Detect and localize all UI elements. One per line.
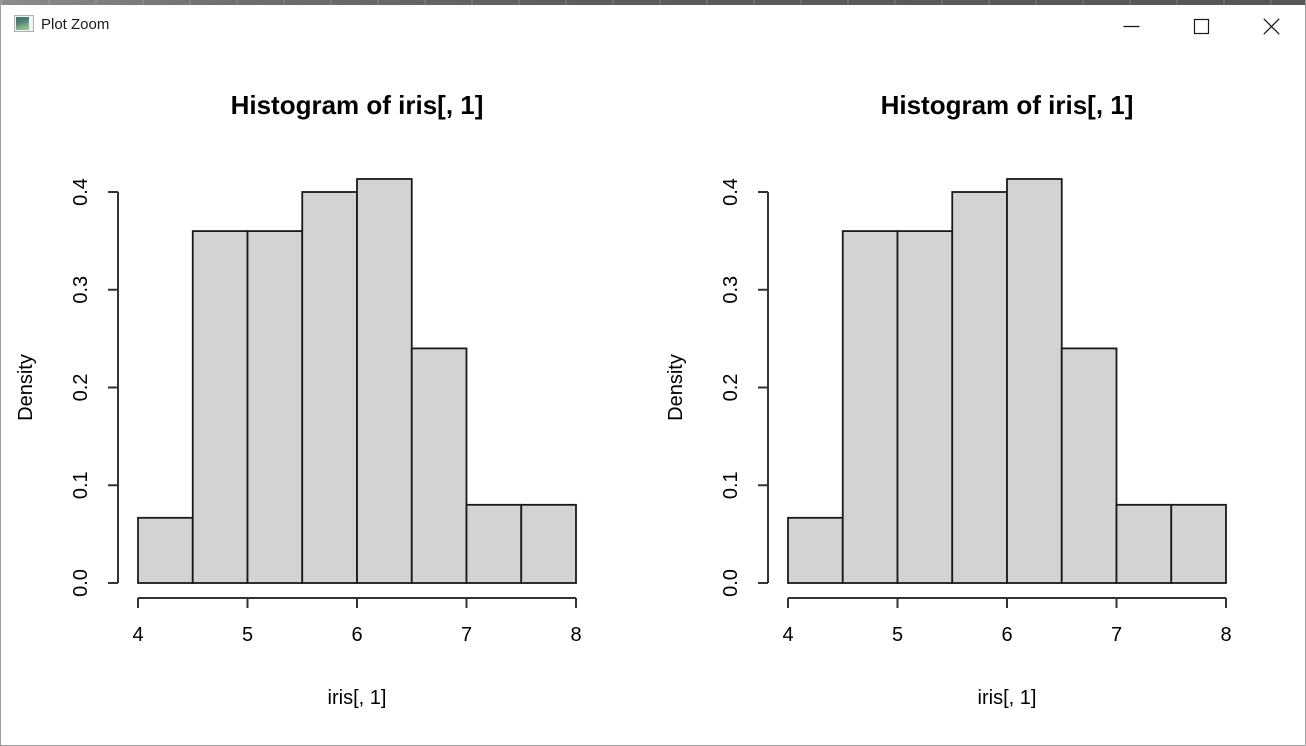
x-tick-label: 8 [1220, 624, 1231, 646]
x-axis-label: iris[, 1] [328, 687, 387, 709]
chart-title: Histogram of iris[, 1] [881, 90, 1134, 120]
y-tick-label: 0.2 [70, 374, 92, 402]
x-tick-label: 6 [1001, 624, 1012, 646]
y-tick-label: 0.0 [720, 569, 742, 597]
maximize-icon [1193, 18, 1209, 34]
histogram-bar [1060, 347, 1118, 584]
y-tick-label: 0.3 [70, 276, 92, 304]
maximize-button[interactable] [1166, 5, 1236, 47]
x-tick-label: 6 [351, 624, 362, 646]
x-tick-label: 5 [892, 624, 903, 646]
plot-thumbnail-icon [14, 15, 34, 32]
x-tick-label: 7 [1111, 624, 1122, 646]
chart-title: Histogram of iris[, 1] [231, 90, 484, 120]
histogram-bar [410, 347, 468, 584]
close-button[interactable] [1236, 5, 1305, 47]
titlebar[interactable]: Plot Zoom [1, 5, 1305, 47]
top-edge-strip [1, 0, 1305, 5]
histogram-bar [1170, 503, 1227, 584]
window-controls [1096, 5, 1305, 47]
histogram-bar [301, 191, 358, 584]
histogram-bar [356, 178, 413, 584]
x-tick-label: 5 [242, 624, 253, 646]
histogram-bar [465, 503, 523, 584]
histogram-left: 4 5 6 7 8 0.0 0.1 0.2 0.3 0.4 Histogram of iris[, … [15, 90, 582, 709]
histogram-panel-left: 4 5 6 7 8 0.0 0.1 0.2 0.3 0.4 Histogram of iris[, … [1, 0, 657, 745]
x-axis-label: iris[, 1] [978, 687, 1037, 709]
close-icon [1262, 17, 1280, 35]
y-tick-label: 0.1 [720, 471, 742, 499]
plot-thumbnail-image [16, 17, 29, 30]
x-tick-label: 4 [782, 624, 793, 646]
histogram-right: 4 5 6 7 8 0.0 0.1 0.2 0.3 0.4 Histogram of iris[, … [665, 90, 1232, 709]
y-axis-label: Density [665, 354, 687, 421]
x-tick-label: 4 [132, 624, 143, 646]
y-tick-label: 0.4 [720, 178, 742, 206]
y-tick-label: 0.3 [720, 276, 742, 304]
histogram-bar [896, 230, 954, 584]
histogram-bar [191, 230, 249, 584]
y-tick-label: 0.4 [70, 178, 92, 206]
histogram-bar [1006, 178, 1063, 584]
y-tick-label: 0.1 [70, 471, 92, 499]
histogram-bar [951, 191, 1008, 584]
x-tick-label: 7 [461, 624, 472, 646]
y-tick-label: 0.0 [70, 569, 92, 597]
histogram-bar [1115, 503, 1173, 584]
histogram-bar [520, 503, 577, 584]
minimize-icon [1123, 25, 1139, 27]
minimize-button[interactable] [1096, 5, 1166, 47]
histogram-panel-right: 4 5 6 7 8 0.0 0.1 0.2 0.3 0.4 Histogram of iris[, … [651, 0, 1305, 745]
histogram-bar [841, 230, 899, 584]
histogram-bar [787, 516, 844, 584]
y-axis-label: Density [15, 354, 37, 421]
window-title: Plot Zoom [41, 16, 110, 33]
histogram-bar [246, 230, 304, 584]
histogram-bar [137, 516, 194, 584]
plot-thumbnail-highlight [29, 17, 32, 25]
x-tick-label: 8 [570, 624, 581, 646]
y-tick-label: 0.2 [720, 374, 742, 402]
